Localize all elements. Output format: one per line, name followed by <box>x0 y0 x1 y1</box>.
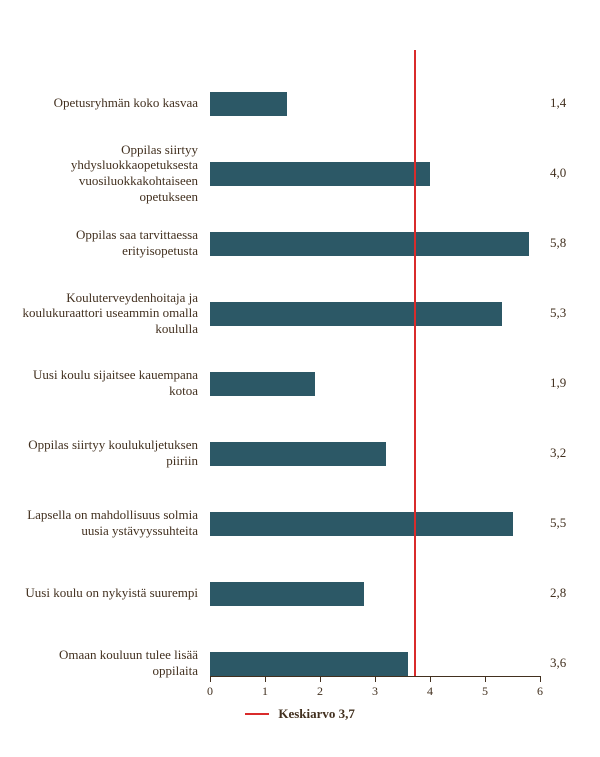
category-label: Oppilas saa tarvittaessa erityisopetusta <box>20 227 210 258</box>
category-label: Lapsella on mahdollisuus solmia uusia ys… <box>20 507 210 538</box>
x-tick <box>540 676 541 682</box>
x-axis: 0123456 <box>210 676 540 677</box>
legend: Keskiarvo 3,7 <box>0 705 600 722</box>
value-label: 2,8 <box>550 585 590 601</box>
category-label: Oppilas siirtyy koulukuljetuksen piiriin <box>20 437 210 468</box>
x-tick-label: 4 <box>427 684 433 699</box>
x-tick <box>210 676 211 682</box>
x-tick <box>320 676 321 682</box>
x-tick-label: 6 <box>537 684 543 699</box>
value-label: 1,9 <box>550 375 590 391</box>
x-tick-label: 5 <box>482 684 488 699</box>
plot-area <box>210 50 540 677</box>
x-tick-label: 3 <box>372 684 378 699</box>
category-label: Uusi koulu sijaitsee kauempana kotoa <box>20 367 210 398</box>
value-label: 1,4 <box>550 95 590 111</box>
value-label: 3,6 <box>550 655 590 671</box>
x-tick-label: 0 <box>207 684 213 699</box>
x-tick <box>265 676 266 682</box>
category-label: Uusi koulu on nykyistä suurempi <box>20 585 210 601</box>
x-tick <box>375 676 376 682</box>
category-label: Omaan kouluun tulee lisää oppilaita <box>20 647 210 678</box>
chart-container: Opetusryhmän koko kasvaa 1,4 Oppilas siirt… <box>0 0 600 757</box>
value-label: 4,0 <box>550 165 590 181</box>
category-label: Kouluterveydenhoitaja ja koulukuraattori… <box>20 290 210 337</box>
x-tick-label: 1 <box>262 684 268 699</box>
category-label: Opetusryhmän koko kasvaa <box>20 95 210 111</box>
value-label: 5,5 <box>550 515 590 531</box>
legend-line-swatch <box>245 713 269 715</box>
x-tick <box>485 676 486 682</box>
x-tick <box>430 676 431 682</box>
value-label: 3,2 <box>550 445 590 461</box>
legend-label: Keskiarvo 3,7 <box>278 706 355 721</box>
x-tick-label: 2 <box>317 684 323 699</box>
value-label: 5,8 <box>550 235 590 251</box>
category-label: Oppilas siirtyy yhdysluokkaopetuksesta v… <box>20 142 210 204</box>
average-line <box>414 50 416 677</box>
value-label: 5,3 <box>550 305 590 321</box>
